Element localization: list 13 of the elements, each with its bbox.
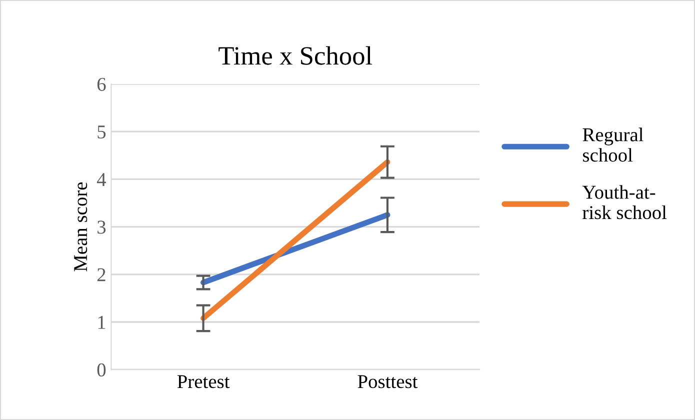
- legend-label: Youth-at- risk school: [582, 185, 667, 220]
- chart-title: Time x School: [218, 46, 372, 65]
- x-tick-label: Pretest: [177, 375, 230, 388]
- legend-label: Regural school: [582, 128, 644, 162]
- y-tick-label: 1: [98, 316, 106, 329]
- y-tick-label: 3: [98, 220, 106, 234]
- y-tick-label: 5: [98, 126, 106, 139]
- y-tick-label: 6: [97, 78, 106, 91]
- y-tick-label: 2: [97, 268, 106, 282]
- x-tick-label: Posttest: [358, 375, 418, 388]
- y-tick-label: 0: [97, 363, 106, 377]
- y-tick-label: 4: [96, 173, 106, 186]
- y-axis-title: Mean score: [74, 182, 88, 272]
